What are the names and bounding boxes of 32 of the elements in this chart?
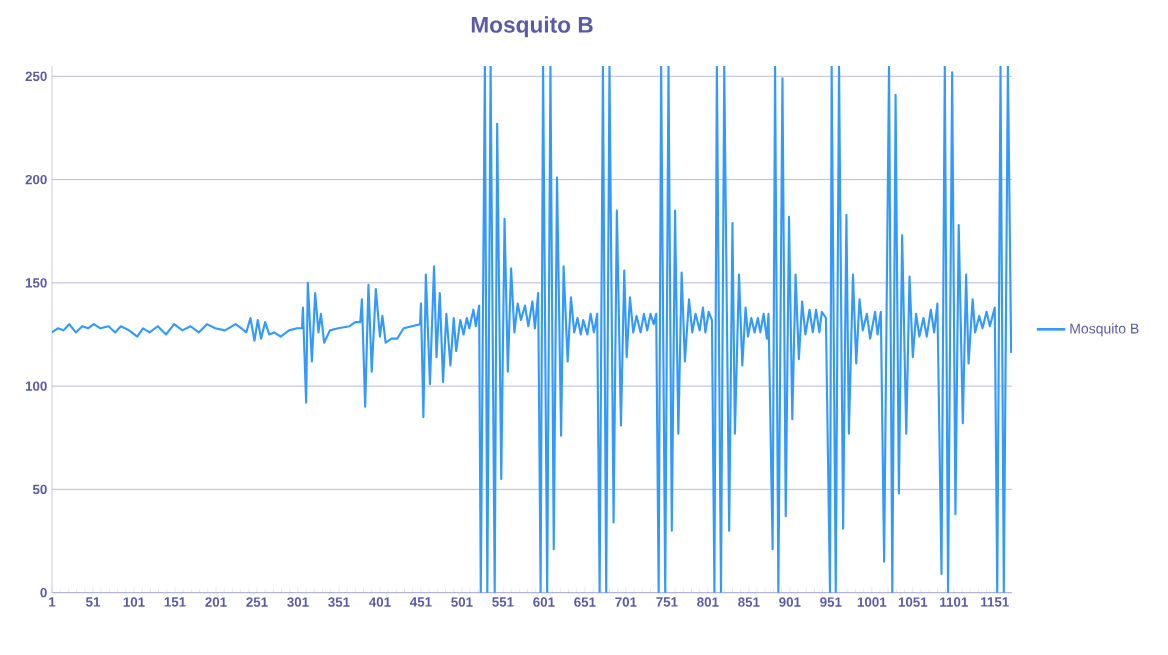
chart-title: Mosquito B [471, 16, 593, 38]
legend-label: Mosquito B [1070, 323, 1139, 337]
x-tick-label: 951 [820, 597, 842, 607]
x-tick-label: 201 [205, 597, 227, 607]
y-tick-label: 200 [25, 175, 47, 185]
x-tick-label: 401 [369, 597, 391, 607]
x-tick-label: 851 [738, 597, 760, 607]
x-tick-label: 1 [49, 597, 56, 607]
x-tick-label: 251 [246, 597, 268, 607]
x-tick-label: 1001 [857, 597, 887, 607]
x-tick-label: 1051 [898, 597, 928, 607]
x-tick-label: 351 [328, 597, 350, 607]
x-tick-label: 901 [779, 597, 801, 607]
x-tick-label: 751 [656, 597, 678, 607]
y-tick-label: 250 [25, 71, 47, 82]
x-tick-label: 701 [615, 597, 637, 607]
x-tick-label: 501 [451, 597, 473, 607]
x-tick-label: 1151 [981, 597, 1009, 607]
x-tick-label: 451 [410, 597, 432, 607]
y-tick-label: 0 [40, 588, 47, 598]
x-tick-label: 301 [287, 597, 309, 607]
x-tick-label: 1101 [940, 597, 968, 607]
x-tick-label: 651 [574, 597, 596, 607]
x-tick-label: 101 [123, 597, 145, 607]
x-tick-label: 51 [86, 597, 101, 607]
y-tick-label: 100 [25, 381, 47, 392]
x-tick-label: 801 [697, 597, 719, 607]
x-tick-label: 151 [164, 597, 186, 607]
x-tick-label: 551 [492, 597, 514, 607]
y-tick-label: 150 [25, 278, 47, 288]
y-tick-label: 50 [32, 484, 47, 495]
x-tick-label: 601 [533, 597, 555, 607]
